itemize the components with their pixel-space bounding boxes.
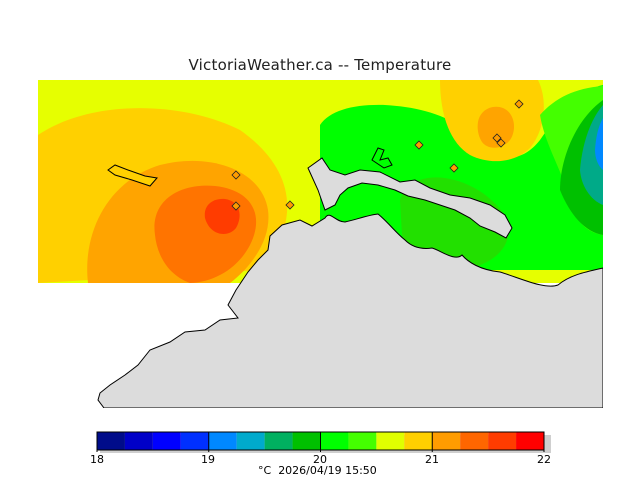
legend-swatch [432,432,461,450]
legend-swatch [124,432,153,450]
contour-green-east [320,85,603,270]
diamond-marker-icon[interactable] [514,99,524,109]
legend-tick-18: 18 [90,453,104,466]
legend-caption: °C 2026/04/19 15:50 [258,464,377,477]
legend-tick-22: 22 [537,453,551,466]
island-north [371,147,393,169]
contour-field [38,80,603,408]
legend-swatch [292,432,321,450]
contour-orange-ne [477,106,515,148]
diamond-marker-icon[interactable] [449,163,459,173]
legend-unit: °C [258,464,272,477]
legend-swatch [488,432,517,450]
diamond-marker-icon[interactable] [231,201,241,211]
contour-teal-east [580,105,603,205]
diamond-marker-icon[interactable] [492,133,502,143]
island-west [107,164,158,187]
contour-red-west [204,198,240,234]
legend-swatch [404,432,433,450]
map-title: VictoriaWeather.ca -- Temperature [188,56,452,74]
legend-swatch [236,432,265,450]
legend-swatch [180,432,209,450]
color-legend [96,431,551,453]
landmass-south [97,213,603,408]
legend-swatch [152,432,181,450]
legend-swatch [208,432,237,450]
legend-swatch [348,432,377,450]
diamond-marker-icon[interactable] [231,170,241,180]
coastline-peninsula [307,157,513,239]
legend-swatch [97,432,125,450]
legend-swatch [460,432,489,450]
legend-swatch [376,432,405,450]
contour-blue-east [595,118,603,170]
legend-swatch [320,432,349,450]
legend-tick-19: 19 [201,453,215,466]
legend-timestamp: 2026/04/19 15:50 [278,464,377,477]
diamond-marker-icon[interactable] [414,140,424,150]
station-markers [231,99,524,211]
legend-swatch [264,432,293,450]
diamond-marker-icon[interactable] [496,138,506,148]
legend-tick-21: 21 [425,453,439,466]
diamond-marker-icon[interactable] [285,200,295,210]
legend-swatch [516,432,544,450]
legend-tick-20: 20 [313,453,327,466]
